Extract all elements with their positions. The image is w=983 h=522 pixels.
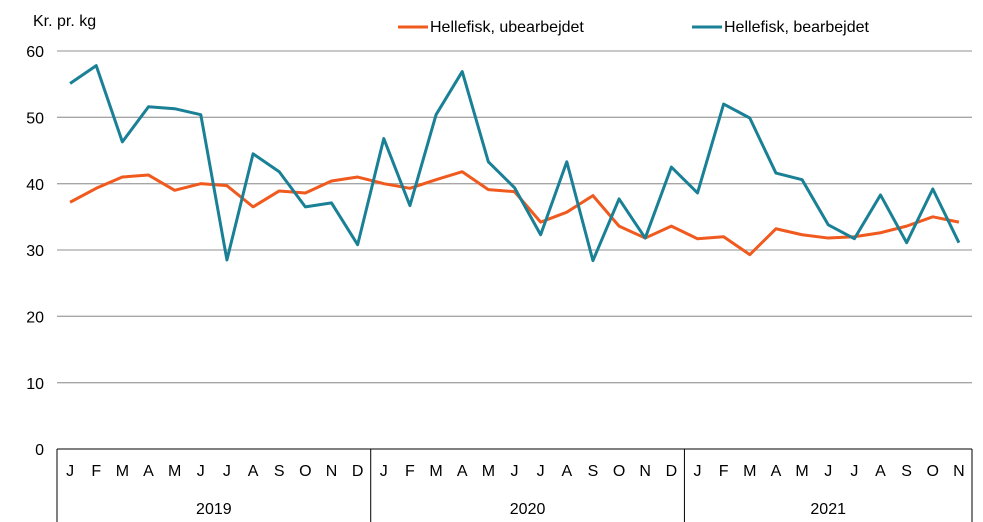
x-tick-label: A	[771, 463, 782, 480]
x-group-label: 2021	[810, 501, 846, 518]
legend-label: Hellefisk, bearbejdet	[724, 19, 870, 36]
x-tick-label: A	[875, 463, 886, 480]
series-line	[69, 64, 961, 263]
series-line	[69, 170, 960, 257]
x-group-label: 2020	[510, 501, 546, 518]
x-tick-label: J	[223, 463, 231, 480]
x-tick-label: J	[694, 463, 702, 480]
x-tick-label: F	[405, 463, 415, 480]
x-tick-label: D	[352, 463, 364, 480]
x-tick-label: A	[561, 463, 572, 480]
y-tick-label: 0	[35, 442, 44, 459]
x-tick-label: M	[168, 463, 181, 480]
y-tick-label: 40	[26, 177, 44, 194]
x-tick-label: O	[299, 463, 311, 480]
x-tick-label: N	[326, 463, 338, 480]
x-tick-label: M	[795, 463, 808, 480]
x-tick-label: F	[91, 463, 101, 480]
x-tick-label: J	[511, 463, 519, 480]
x-tick-label: J	[537, 463, 545, 480]
x-tick-label: M	[743, 463, 756, 480]
y-tick-label: 50	[26, 111, 44, 128]
y-tick-label: 20	[26, 310, 44, 327]
legend-label: Hellefisk, ubearbejdet	[430, 19, 584, 36]
x-tick-label: J	[824, 463, 832, 480]
x-tick-label: O	[613, 463, 625, 480]
x-tick-label: D	[666, 463, 678, 480]
x-tick-label: A	[248, 463, 259, 480]
x-tick-label: S	[588, 463, 599, 480]
y-tick-label: 30	[26, 243, 44, 260]
x-tick-label: A	[143, 463, 154, 480]
x-tick-label: J	[197, 463, 205, 480]
y-tick-label: 60	[26, 44, 44, 61]
x-tick-label: M	[482, 463, 495, 480]
x-group-label: 2019	[196, 501, 232, 518]
x-tick-label: F	[719, 463, 729, 480]
x-tick-label: J	[380, 463, 388, 480]
x-tick-label: M	[429, 463, 442, 480]
x-tick-label: N	[639, 463, 651, 480]
y-axis-label: Kr. pr. kg	[33, 13, 96, 30]
x-tick-label: N	[953, 463, 965, 480]
x-tick-label: J	[850, 463, 858, 480]
x-tick-label: A	[457, 463, 468, 480]
x-tick-label: J	[66, 463, 74, 480]
x-tick-label: M	[116, 463, 129, 480]
x-tick-label: S	[274, 463, 285, 480]
x-tick-label: O	[927, 463, 939, 480]
y-tick-label: 10	[26, 376, 44, 393]
x-tick-label: S	[901, 463, 912, 480]
